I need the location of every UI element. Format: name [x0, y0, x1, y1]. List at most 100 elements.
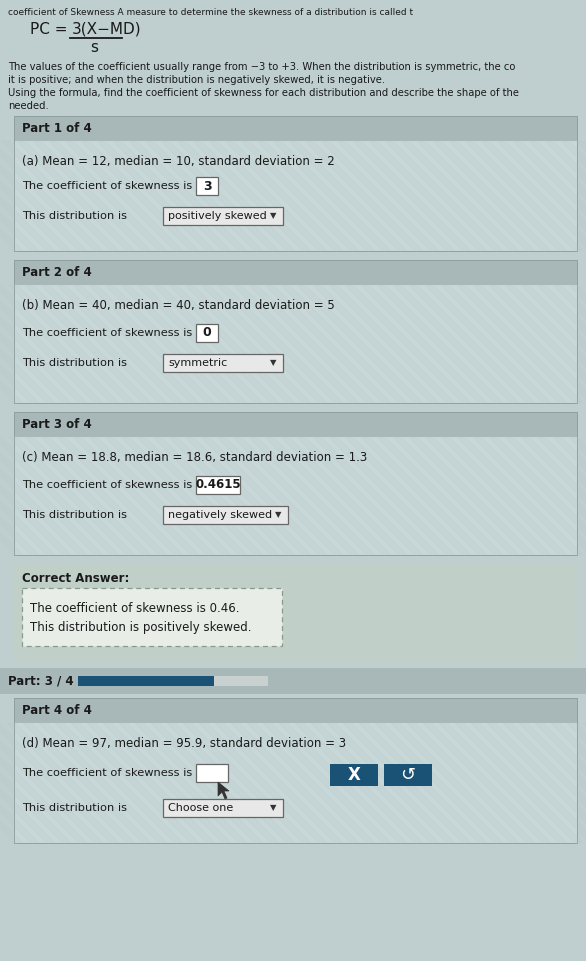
- Bar: [0, 0, 586, 115]
- Bar: [0, 668, 586, 694]
- Text: ↺: ↺: [400, 766, 415, 784]
- Polygon shape: [519, 723, 586, 843]
- Polygon shape: [305, 141, 423, 251]
- Polygon shape: [0, 723, 103, 843]
- Bar: [196, 177, 218, 195]
- Bar: [163, 207, 283, 225]
- Polygon shape: [449, 141, 567, 251]
- Text: (a) Mean = 12, median = 10, standard deviation = 2: (a) Mean = 12, median = 10, standard dev…: [22, 155, 335, 167]
- Text: 0: 0: [203, 327, 212, 339]
- Polygon shape: [529, 141, 586, 251]
- Polygon shape: [0, 723, 71, 843]
- Polygon shape: [217, 285, 343, 403]
- Polygon shape: [313, 285, 439, 403]
- Polygon shape: [281, 437, 407, 555]
- Text: The coefficient of skewness is: The coefficient of skewness is: [22, 768, 192, 778]
- Bar: [163, 354, 283, 372]
- Polygon shape: [521, 437, 586, 555]
- Polygon shape: [439, 723, 567, 843]
- Polygon shape: [489, 285, 586, 403]
- Polygon shape: [41, 285, 167, 403]
- Polygon shape: [553, 285, 586, 403]
- Text: This distribution is: This distribution is: [22, 803, 127, 813]
- Bar: [330, 764, 378, 786]
- Polygon shape: [0, 285, 119, 403]
- Bar: [78, 676, 214, 686]
- Polygon shape: [481, 141, 586, 251]
- Polygon shape: [113, 141, 231, 251]
- Polygon shape: [225, 141, 343, 251]
- Polygon shape: [167, 723, 295, 843]
- Polygon shape: [417, 141, 535, 251]
- Polygon shape: [289, 141, 407, 251]
- Polygon shape: [0, 437, 39, 555]
- Polygon shape: [7, 723, 135, 843]
- Polygon shape: [329, 285, 455, 403]
- Polygon shape: [585, 437, 586, 555]
- Polygon shape: [295, 723, 423, 843]
- Polygon shape: [135, 723, 263, 843]
- Bar: [15, 285, 577, 403]
- Polygon shape: [103, 723, 231, 843]
- Bar: [14, 564, 578, 664]
- Polygon shape: [89, 437, 215, 555]
- Text: ▼: ▼: [270, 211, 276, 220]
- Polygon shape: [9, 285, 135, 403]
- Polygon shape: [193, 141, 311, 251]
- Polygon shape: [353, 141, 471, 251]
- Polygon shape: [201, 437, 327, 555]
- Polygon shape: [25, 437, 151, 555]
- Polygon shape: [25, 285, 151, 403]
- Text: Using the formula, find the coefficient of skewness for each distribution and de: Using the formula, find the coefficient …: [8, 88, 519, 98]
- Polygon shape: [89, 285, 215, 403]
- Polygon shape: [337, 141, 455, 251]
- Polygon shape: [345, 285, 471, 403]
- Polygon shape: [151, 723, 279, 843]
- Text: needed.: needed.: [8, 101, 49, 111]
- Polygon shape: [407, 723, 535, 843]
- Polygon shape: [377, 285, 503, 403]
- Bar: [15, 723, 577, 843]
- Polygon shape: [345, 437, 471, 555]
- Polygon shape: [503, 723, 586, 843]
- Polygon shape: [183, 723, 311, 843]
- Polygon shape: [535, 723, 586, 843]
- Polygon shape: [121, 437, 247, 555]
- Polygon shape: [343, 723, 471, 843]
- Polygon shape: [489, 437, 586, 555]
- Polygon shape: [537, 285, 586, 403]
- Text: This distribution is positively skewed.: This distribution is positively skewed.: [30, 622, 251, 634]
- Text: Part: 3 / 4: Part: 3 / 4: [8, 675, 74, 687]
- Polygon shape: [177, 141, 295, 251]
- Text: The coefficient of skewness is: The coefficient of skewness is: [22, 480, 192, 490]
- Polygon shape: [0, 723, 39, 843]
- Polygon shape: [441, 285, 567, 403]
- Polygon shape: [119, 723, 247, 843]
- Polygon shape: [561, 141, 586, 251]
- Text: it is positive; and when the distribution is negatively skewed, it is negative.: it is positive; and when the distributio…: [8, 75, 385, 85]
- Polygon shape: [0, 437, 119, 555]
- Bar: [163, 799, 283, 817]
- Polygon shape: [361, 285, 487, 403]
- Text: negatively skewed: negatively skewed: [168, 510, 272, 520]
- Polygon shape: [513, 141, 586, 251]
- Polygon shape: [0, 285, 23, 403]
- Polygon shape: [313, 437, 439, 555]
- Polygon shape: [359, 723, 487, 843]
- Polygon shape: [0, 285, 55, 403]
- Text: Part 1 of 4: Part 1 of 4: [22, 122, 92, 136]
- Polygon shape: [425, 437, 551, 555]
- Bar: [78, 676, 268, 686]
- Polygon shape: [545, 141, 586, 251]
- Polygon shape: [161, 141, 279, 251]
- Polygon shape: [249, 285, 375, 403]
- Polygon shape: [137, 437, 263, 555]
- Polygon shape: [97, 141, 215, 251]
- Bar: [22, 588, 282, 646]
- Bar: [14, 698, 578, 844]
- Polygon shape: [0, 437, 71, 555]
- Polygon shape: [505, 285, 586, 403]
- Polygon shape: [215, 723, 343, 843]
- Polygon shape: [105, 437, 231, 555]
- Polygon shape: [231, 723, 359, 843]
